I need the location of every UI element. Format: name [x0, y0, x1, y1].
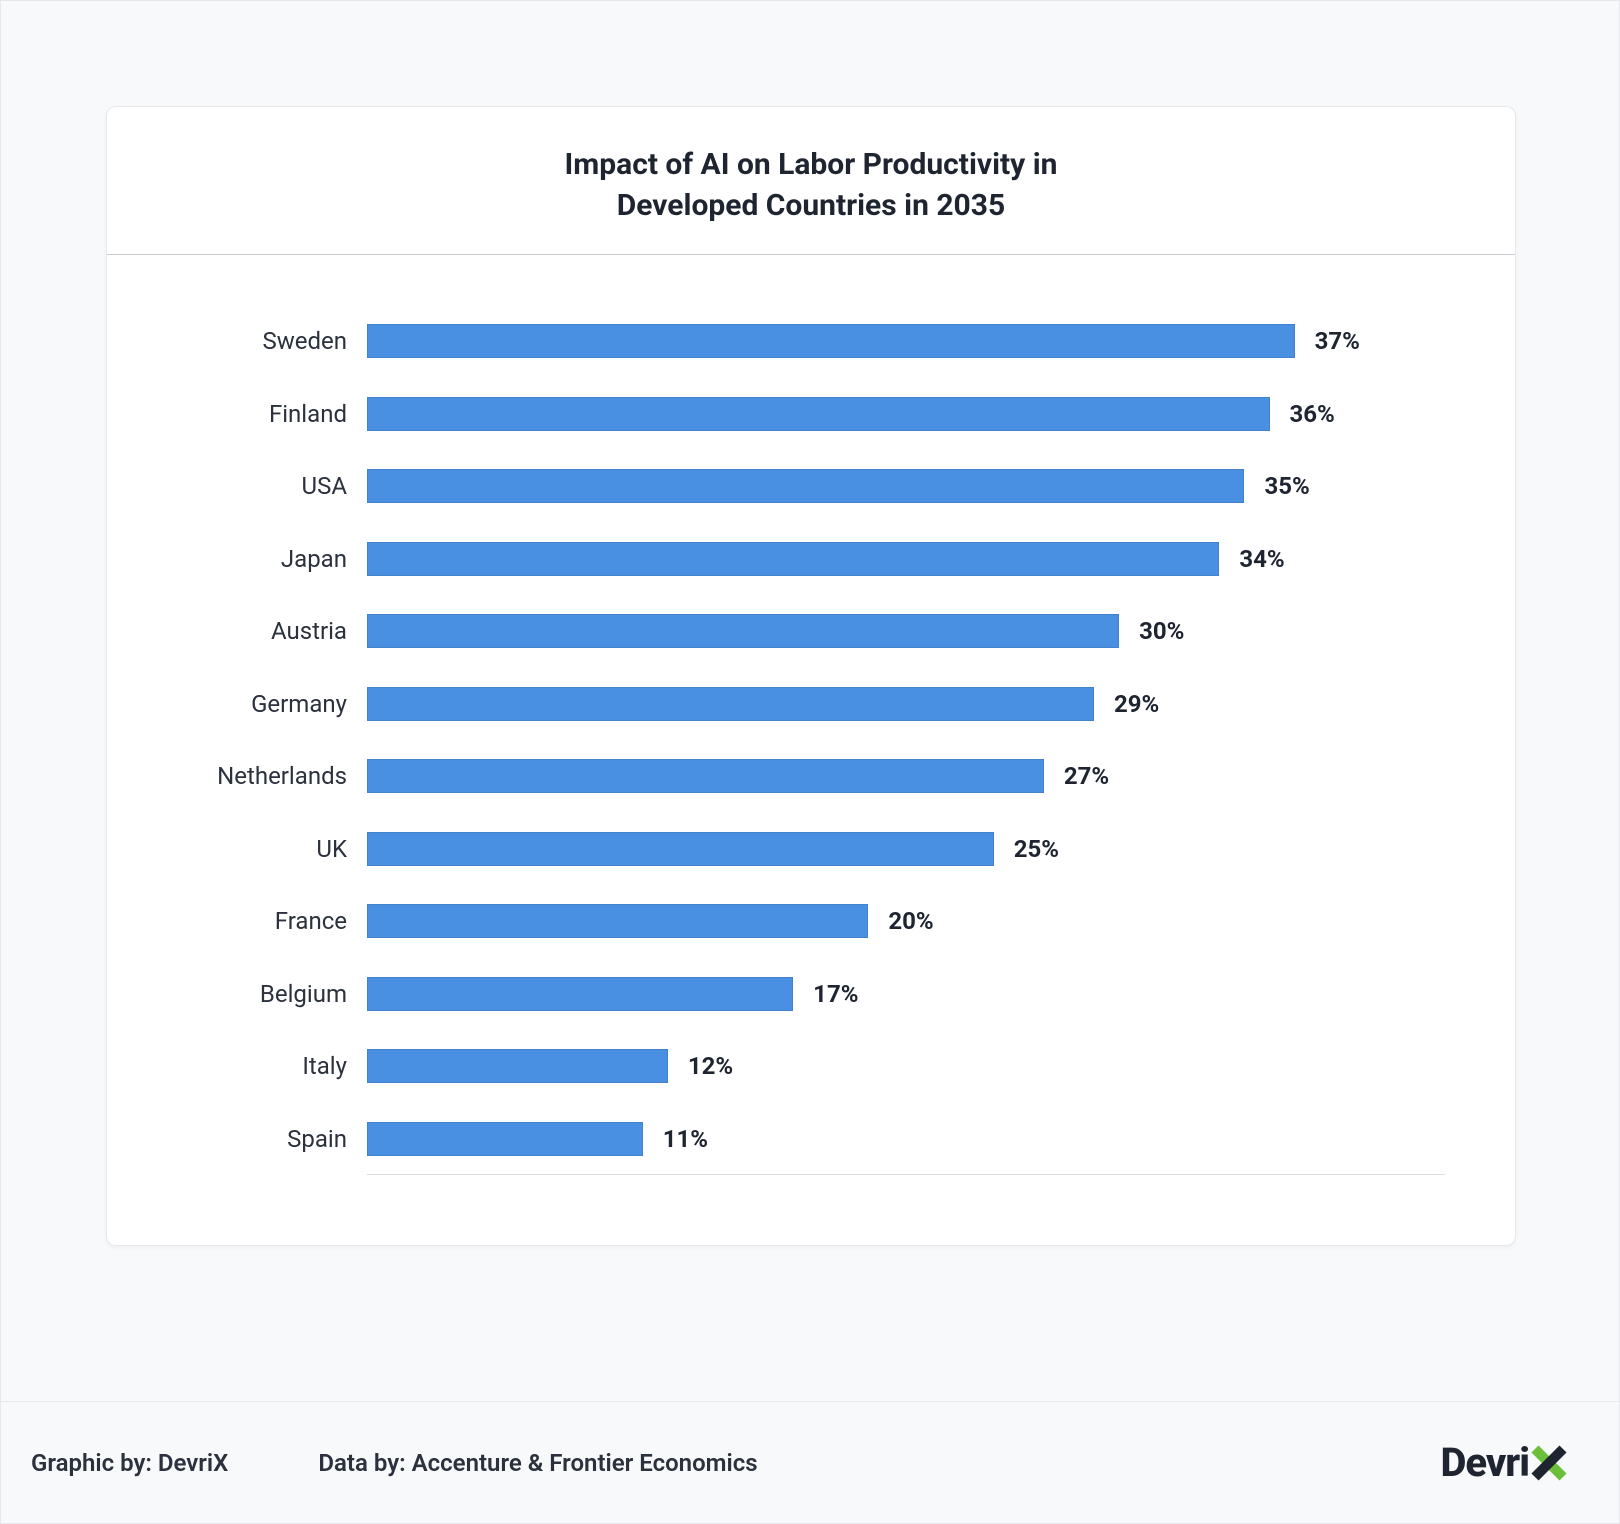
bar-row: UK 25%: [177, 813, 1445, 886]
bar-row: Germany 29%: [177, 668, 1445, 741]
country-label: Italy: [177, 1052, 367, 1080]
bar-row: Japan 34%: [177, 523, 1445, 596]
country-label: Belgium: [177, 980, 367, 1008]
bar: [367, 1122, 643, 1156]
country-label: Spain: [177, 1125, 367, 1153]
value-label: 37%: [1315, 327, 1360, 355]
value-label: 11%: [663, 1125, 708, 1153]
country-label: France: [177, 907, 367, 935]
bar-track: 34%: [367, 542, 1445, 576]
value-label: 36%: [1290, 400, 1335, 428]
bar: [367, 832, 994, 866]
country-label: USA: [177, 472, 367, 500]
chart-card: Impact of AI on Labor Productivity in De…: [106, 106, 1516, 1246]
bar-row: Sweden 37%: [177, 305, 1445, 378]
chart-title-line2: Developed Countries in 2035: [617, 188, 1005, 223]
value-label: 25%: [1014, 835, 1059, 863]
chart-title-line1: Impact of AI on Labor Productivity in: [565, 147, 1058, 182]
bar-row: USA 35%: [177, 450, 1445, 523]
bar: [367, 397, 1270, 431]
chart-title: Impact of AI on Labor Productivity in De…: [147, 145, 1475, 226]
bar-track: 25%: [367, 832, 1445, 866]
value-label: 20%: [888, 907, 933, 935]
value-label: 12%: [688, 1052, 733, 1080]
bar: [367, 977, 793, 1011]
brand-logo-x-icon: [1527, 1441, 1571, 1485]
bar: [367, 759, 1044, 793]
chart-body: Sweden 37% Finland 36% USA 35% Japan 34% Austria…: [107, 255, 1515, 1245]
country-label: Sweden: [177, 327, 367, 355]
brand-logo-text: Devri: [1440, 1439, 1529, 1486]
credit-data: Data by: Accenture & Frontier Economics: [318, 1449, 757, 1477]
bar-track: 29%: [367, 687, 1445, 721]
bar-track: 12%: [367, 1049, 1445, 1083]
value-label: 35%: [1264, 472, 1309, 500]
brand-logo: Devri: [1440, 1439, 1571, 1486]
country-label: Austria: [177, 617, 367, 645]
bar-track: 36%: [367, 397, 1445, 431]
bar: [367, 1049, 668, 1083]
value-label: 17%: [813, 980, 858, 1008]
country-label: Finland: [177, 400, 367, 428]
bar-track: 17%: [367, 977, 1445, 1011]
bar-track: 37%: [367, 324, 1445, 358]
bar: [367, 687, 1094, 721]
bar-track: 20%: [367, 904, 1445, 938]
credit-graphic: Graphic by: DevriX: [31, 1449, 228, 1477]
bar: [367, 614, 1119, 648]
bar-row: France 20%: [177, 885, 1445, 958]
bar-track: 11%: [367, 1122, 1445, 1156]
country-label: Japan: [177, 545, 367, 573]
value-label: 27%: [1064, 762, 1109, 790]
country-label: Netherlands: [177, 762, 367, 790]
plot-area: Sweden37%Finland36%USA35%Japan34%Austria…: [367, 305, 1445, 1175]
bar: [367, 324, 1295, 358]
bar: [367, 904, 868, 938]
value-label: 29%: [1114, 690, 1159, 718]
bar: [367, 469, 1244, 503]
country-label: UK: [177, 835, 367, 863]
bar-row: Italy 12%: [177, 1030, 1445, 1103]
bar-row: Finland 36%: [177, 378, 1445, 451]
bar: [367, 542, 1219, 576]
bar-row: Austria 30%: [177, 595, 1445, 668]
value-label: 34%: [1239, 545, 1284, 573]
chart-header: Impact of AI on Labor Productivity in De…: [107, 107, 1515, 255]
country-label: Germany: [177, 690, 367, 718]
bar-row: Belgium 17%: [177, 958, 1445, 1031]
bar-track: 35%: [367, 469, 1445, 503]
bar-row: Spain 11%: [177, 1103, 1445, 1176]
page-frame: Impact of AI on Labor Productivity in De…: [0, 0, 1620, 1524]
bar-row: Netherlands 27%: [177, 740, 1445, 813]
footer: Graphic by: DevriX Data by: Accenture & …: [1, 1401, 1619, 1523]
value-label: 30%: [1139, 617, 1184, 645]
bar-track: 27%: [367, 759, 1445, 793]
bar-track: 30%: [367, 614, 1445, 648]
